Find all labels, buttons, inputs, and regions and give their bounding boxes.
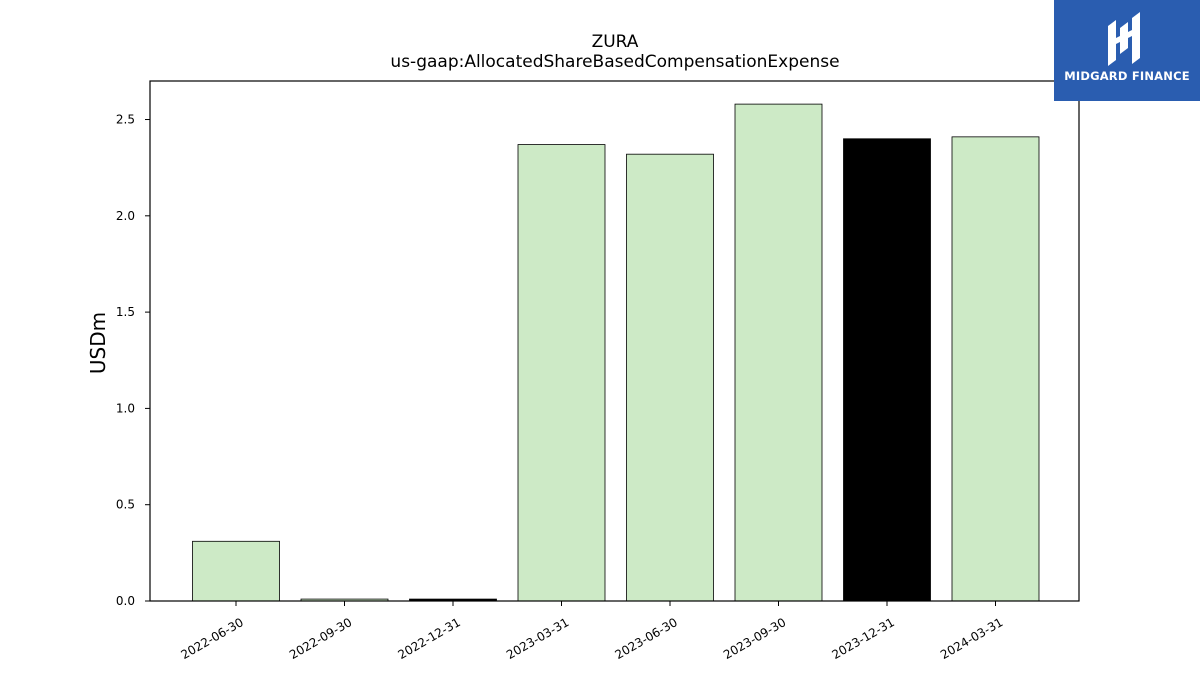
y-tick-label: 1.0 (116, 401, 135, 415)
x-tick-label: 2023-06-30 (612, 615, 679, 662)
bar-2023-09-30 (734, 103, 823, 602)
x-axis: 2022-06-30 2022-09-30 2022-12-31 2023-03-31… (178, 601, 1005, 662)
y-axis-label: USDm (86, 312, 110, 374)
y-tick-label: 2.0 (116, 209, 135, 223)
logo-mark-icon (1108, 12, 1140, 66)
midgard-finance-logo: MIDGARD FINANCE (1054, 0, 1200, 101)
x-tick-label: 2023-03-31 (504, 615, 571, 662)
bar-2023-06-30 (626, 153, 714, 602)
x-tick-label: 2023-12-31 (829, 615, 896, 662)
x-tick-label: 2022-09-30 (287, 615, 354, 662)
bar-2023-03-31 (517, 144, 606, 602)
bars-group (192, 103, 1040, 602)
bar-2022-06-30 (192, 540, 280, 602)
y-tick-label: 1.5 (116, 305, 135, 319)
y-tick-label: 2.5 (116, 113, 135, 127)
bar-2024-03-31 (951, 136, 1040, 602)
x-tick-label: 2022-12-31 (395, 615, 462, 662)
x-tick-label: 2023-09-30 (721, 615, 788, 662)
chart-subtitle: us-gaap:AllocatedShareBasedCompensationE… (390, 52, 840, 72)
x-tick-label: 2022-06-30 (178, 615, 245, 662)
logo-text: MIDGARD FINANCE (1064, 69, 1190, 83)
x-tick-label: 2024-03-31 (938, 615, 1005, 662)
y-tick-label: 0.0 (116, 594, 135, 608)
plot-frame (149, 80, 1080, 602)
bar-2023-12-31 (843, 138, 931, 602)
y-tick-label: 0.5 (116, 498, 135, 512)
y-axis: 0.0 0.5 1.0 1.5 2.0 2.5 (116, 113, 150, 608)
chart-title: ZURA (591, 32, 639, 52)
